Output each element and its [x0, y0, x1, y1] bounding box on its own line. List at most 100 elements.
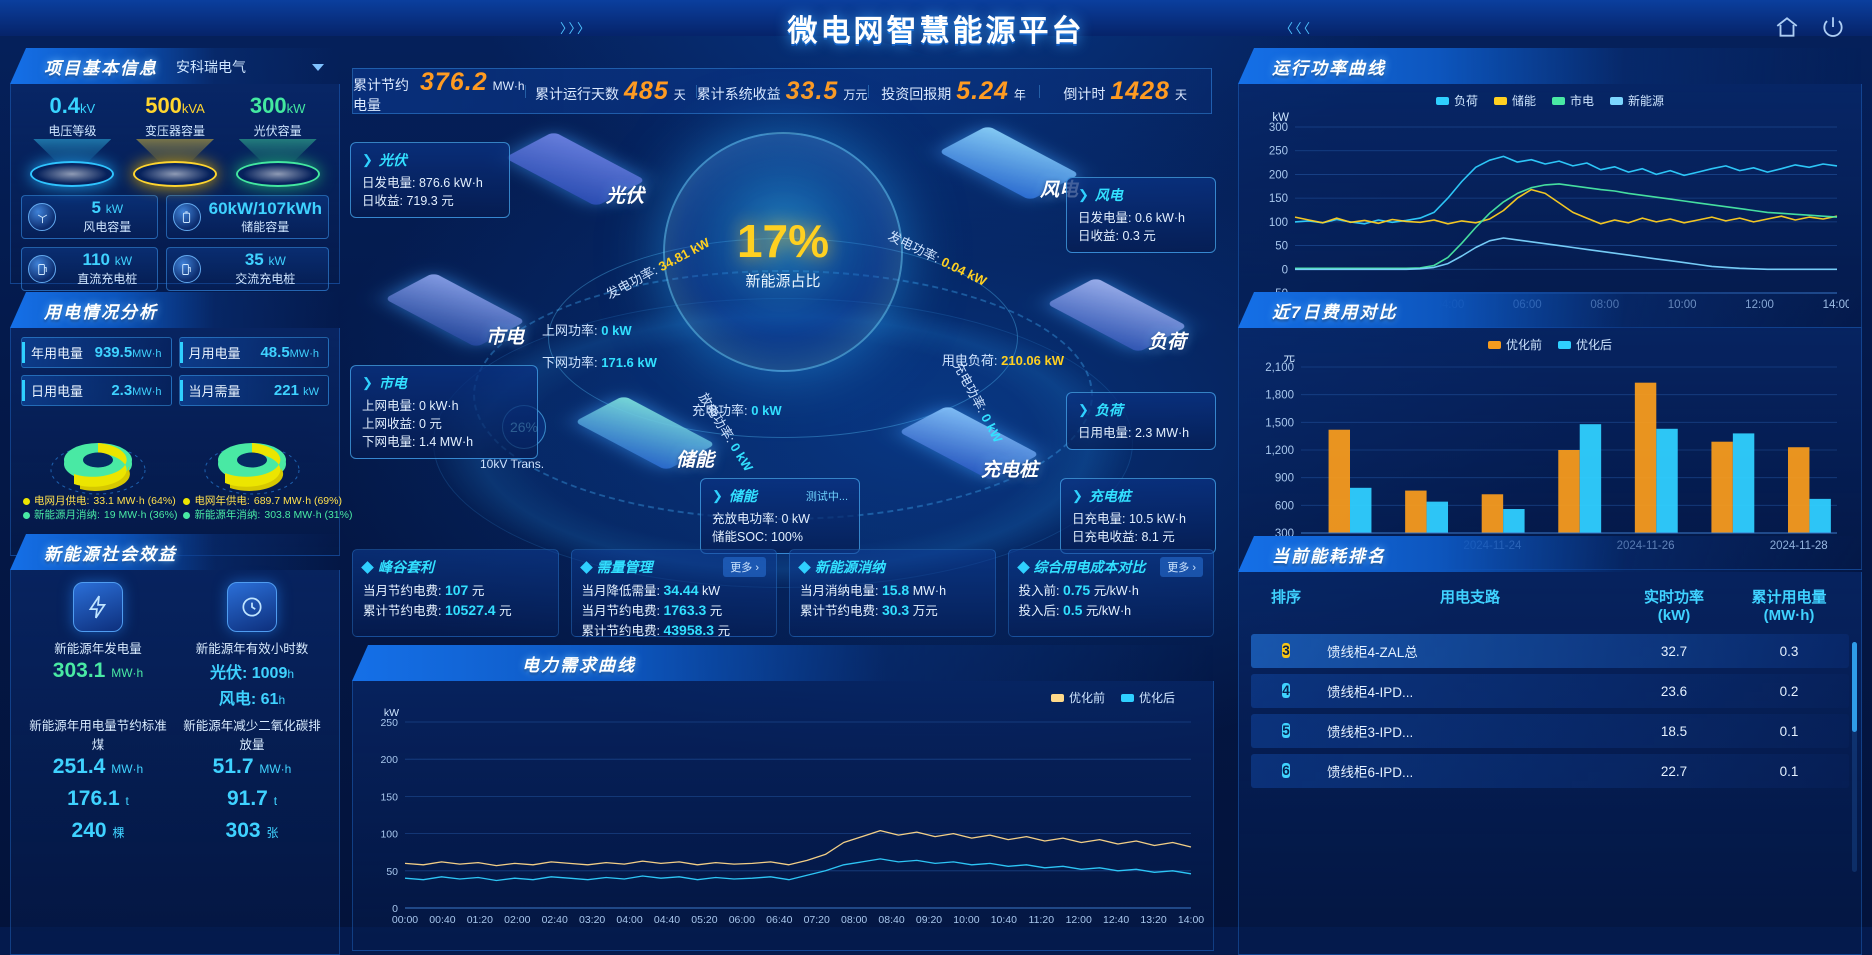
rank-table-header: 排序 用电支路 实时功率 (kW) 累计用电量 (MW·h) [1251, 580, 1849, 634]
rank-badge: 3 [1282, 643, 1290, 658]
svg-text:00:00: 00:00 [392, 914, 418, 926]
kpi-saved-energy: 累计节约电量 376.2 MW·h [353, 68, 525, 115]
flow-value: 210.06 kW [1001, 353, 1064, 368]
node-label: 储能 [675, 450, 714, 471]
svg-text:0: 0 [392, 903, 398, 915]
realtime-power: 32.7 [1660, 643, 1688, 659]
kpi-summary-bar: 累计节约电量 376.2 MW·h 累计运行天数 485 天 累计系统收益 33… [352, 68, 1212, 114]
legend-label: 储能 [1511, 94, 1536, 108]
card-value: 1763.3 [663, 602, 707, 618]
project-select[interactable]: 安科瑞电气 [170, 56, 330, 78]
card-unit: 元/kW·h [1093, 584, 1139, 598]
infobox-load: ❯ 负荷 日用电量: 2.3 MW·h [1066, 392, 1216, 450]
mini-label: 交流充电桩 [235, 272, 296, 286]
more-button[interactable]: 更多 › [723, 557, 766, 577]
mini-value: 60kW/107kWh [208, 198, 322, 218]
capacity-unit: kW [286, 101, 306, 116]
demand-curve-chart: kW 0 50 100 150 200 250 00:00 00:40 01:20 02:00 02:… [380, 707, 1204, 926]
svg-text:04:00: 04:00 [616, 914, 642, 926]
svg-text:200: 200 [380, 754, 398, 766]
panel-body: 年用电量 939.5MW·h 月用电量 48.5MW·h 日用电量 2.3MW·… [10, 328, 352, 556]
svg-text:0: 0 [1282, 264, 1288, 276]
svg-text:2,100: 2,100 [1265, 362, 1294, 374]
svg-text:200: 200 [1269, 169, 1288, 181]
social-sub-value: 1009 [251, 665, 288, 682]
kpi-unit: 万元 [843, 87, 868, 102]
capacity-label: 电压等级 [48, 124, 97, 138]
mini-label: 储能容量 [241, 219, 290, 234]
orb-label: 新能源占比 [745, 272, 821, 290]
diamond-icon [1016, 560, 1030, 574]
node-wind[interactable]: 风电 [934, 125, 1084, 201]
panel-title-text: 近7日费用对比 [1272, 302, 1398, 322]
social-value: 51.7 [212, 755, 254, 778]
svg-text:150: 150 [1269, 193, 1288, 205]
mini-value: 5 [91, 198, 101, 217]
kpi-revenue: 累计系统收益 33.5 万元 [696, 77, 868, 106]
panel-cost-comparison: 近7日费用对比 优化前 优化后 元 300 600 900 1,200 1,500 1,80… [1238, 292, 1862, 570]
kpi-label: 累计节约电量 [353, 76, 409, 113]
svg-text:11:20: 11:20 [1029, 914, 1055, 926]
rank-scrollbar[interactable] [1852, 642, 1857, 872]
kpi-label: 投资回报期 [881, 85, 952, 102]
capacity-row: 0.4kV 电压等级 500kVA 变压器容量 300kW 光伏容量 [21, 94, 329, 187]
diamond-icon [361, 560, 374, 574]
card-title: 峰谷套利 [378, 559, 434, 575]
card-cost-comparison: 综合用电成本对比 更多 › 投入前: 0.75 元/kW·h 投入后: 0.5 元… [1007, 549, 1214, 637]
chevron-right-icon: ❯ [1072, 488, 1083, 503]
charger-icon [172, 255, 201, 283]
kpi-value: 1428 [1110, 76, 1170, 105]
infobox-row: 充放电功率: 0 kW [712, 512, 810, 526]
panel-body: 优化前 优化后 kW 0 50 100 150 200 250 00:00 00:40 01:20… [352, 681, 1214, 951]
capacity-pv: 300kW 光伏容量 [226, 94, 329, 187]
capacity-disk [133, 161, 217, 187]
card-key: 累计节约电费: [581, 624, 660, 638]
svg-text:06:40: 06:40 [766, 914, 792, 926]
panel-body: 排序 用电支路 实时功率 (kW) 累计用电量 (MW·h) 3 馈线柜4-ZAL… [1238, 572, 1862, 955]
flow-key: 充电功率: [692, 403, 748, 418]
node-storage[interactable]: 储能 [570, 395, 720, 471]
cumulative-energy: 0.2 [1779, 683, 1799, 699]
branch-name: 馈线柜3-IPD... [1327, 725, 1414, 740]
node-ev-charger[interactable]: 充电桩 [894, 405, 1044, 481]
mini-unit: kW [114, 254, 133, 268]
table-row[interactable]: 4 馈线柜4-IPD... 23.6 0.2 [1251, 674, 1849, 708]
usage-value: 221 [273, 382, 299, 399]
kpi-run-days: 累计运行天数 485 天 [524, 77, 697, 106]
infobox-title: 负荷 [1094, 402, 1123, 418]
node-grid[interactable]: 市电 [380, 272, 530, 348]
flow-export-power: 上网功率: 0 kW [542, 320, 632, 339]
svg-text:250: 250 [1269, 146, 1288, 158]
infobox-title: 储能 [728, 488, 757, 504]
social-value: 91.7 [226, 787, 268, 810]
kpi-label: 累计系统收益 [696, 85, 781, 102]
flow-key: 用电负荷: [941, 353, 998, 368]
legend-label: 优化前 [1505, 338, 1542, 352]
mini-value: 110 [82, 250, 110, 269]
capacity-unit: kVA [181, 101, 205, 116]
battery-icon [172, 203, 201, 231]
table-row[interactable]: 5 馈线柜3-IPD... 18.5 0.1 [1251, 714, 1849, 748]
kpi-payback: 投资回报期 5.24 年 [867, 77, 1040, 106]
node-solar[interactable]: 光伏 [500, 131, 650, 207]
infobox-row: 上网电量: 0 kW·h [362, 399, 459, 413]
home-icon[interactable] [1774, 14, 1800, 40]
social-label: 新能源年减少二氧化碳排放量 [183, 719, 321, 752]
social-sub-key: 风电: [218, 691, 257, 708]
more-button[interactable]: 更多 › [1160, 557, 1203, 577]
power-icon[interactable] [1820, 14, 1846, 40]
branch-name: 馈线柜6-IPD... [1327, 765, 1414, 780]
legend-value: 689.7 MW·h (69%) [253, 495, 342, 507]
social-unit: MW·h [259, 762, 292, 776]
social-row-1: 新能源年发电量 303.1 MW·h 新能源年有效小时数 光伏: 1009h 风… [21, 582, 329, 709]
social-item-trees: 240 棵 [28, 817, 168, 843]
social-item-hours: 新能源年有效小时数 光伏: 1009h 风电: 61h [182, 582, 322, 709]
social-sub-unit: h [278, 693, 286, 707]
table-row[interactable]: 3 馈线柜4-ZAL总 32.7 0.3 [1251, 634, 1849, 668]
svg-text:13:20: 13:20 [1140, 914, 1166, 926]
flow-load-power: 用电负荷: 210.06 kW [942, 350, 1064, 369]
legend-key: 电网年供电: [194, 495, 250, 507]
table-row[interactable]: 6 馈线柜6-IPD... 22.7 0.1 [1251, 754, 1849, 788]
col-branch: 用电支路 [1439, 589, 1500, 606]
node-load[interactable]: 负荷 [1042, 277, 1192, 353]
